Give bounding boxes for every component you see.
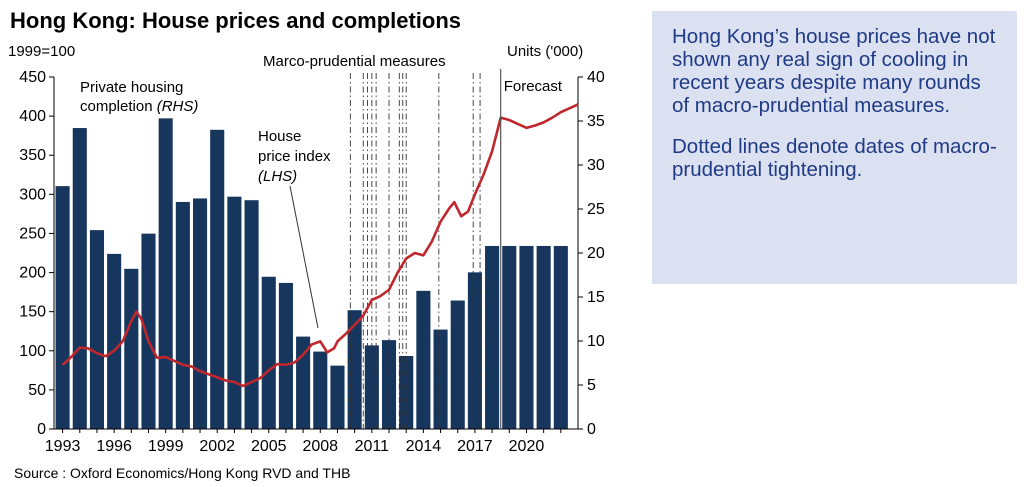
macro-prudential-measures-label: Marco-prudential measures xyxy=(263,53,446,70)
commentary-paragraph-2: Dotted lines denote dates of macro-prude… xyxy=(672,135,997,181)
completion-bar xyxy=(89,230,104,429)
completion-bar xyxy=(467,272,482,429)
right-tick-label: 20 xyxy=(587,245,605,262)
completion-bar xyxy=(416,290,431,429)
right-axis-unit-label: Units ('000) xyxy=(507,43,583,60)
completion-bar xyxy=(158,118,173,430)
left-tick-label: 300 xyxy=(19,186,46,203)
x-tick-label: 2008 xyxy=(302,438,338,455)
completion-bar xyxy=(296,336,311,429)
chart: Hong Kong: House prices and completions … xyxy=(8,8,605,481)
right-tick-label: 15 xyxy=(587,289,605,306)
left-tick-label: 100 xyxy=(19,343,46,360)
completion-bar xyxy=(261,276,276,429)
completion-annotation-line1: Private housing xyxy=(80,79,183,96)
completion-bar xyxy=(313,351,328,429)
price-annotation-line2: price index xyxy=(258,148,331,165)
x-tick-label: 2017 xyxy=(457,438,493,455)
left-tick-label: 350 xyxy=(19,147,46,164)
right-tick-label: 5 xyxy=(587,377,596,394)
source-note: Source : Oxford Economics/Hong Kong RVD … xyxy=(14,465,350,481)
completion-bar xyxy=(55,186,70,429)
completion-bar xyxy=(330,365,345,429)
completion-bar xyxy=(502,245,517,429)
right-tick-label: 10 xyxy=(587,333,605,350)
right-tick-label: 35 xyxy=(587,113,605,130)
completion-bar xyxy=(192,198,208,429)
completion-bar xyxy=(141,233,156,429)
left-tick-label: 400 xyxy=(19,108,46,125)
commentary-paragraph-1: Hong Kong’s house prices have not shown … xyxy=(672,25,996,117)
right-tick-label: 0 xyxy=(587,421,596,438)
completion-bar xyxy=(450,300,465,429)
axes-layer: 0 50 100 150 200 250 300 350 400 450 0 5 10 15 20 25 30 3… xyxy=(19,69,605,455)
left-tick-label: 150 xyxy=(19,304,46,321)
x-tick-label: 2020 xyxy=(509,438,545,455)
completion-bar xyxy=(72,128,87,430)
left-tick-label: 450 xyxy=(19,69,46,86)
left-tick-label: 200 xyxy=(19,265,46,282)
right-tick-label: 40 xyxy=(587,69,605,86)
completion-bar xyxy=(244,200,259,429)
x-tick-label: 1993 xyxy=(45,438,81,455)
x-tick-label: 2014 xyxy=(406,438,442,455)
price-annotation-line3: (LHS) xyxy=(258,168,297,185)
x-tick-label: 1996 xyxy=(96,438,132,455)
completion-bar xyxy=(519,245,534,429)
left-tick-label: 250 xyxy=(19,225,46,242)
measure-lines-layer xyxy=(349,73,481,429)
x-tick-label: 2011 xyxy=(355,438,390,455)
completion-annotation-text: completion xyxy=(80,98,157,115)
completion-annotation-rhs: (RHS) xyxy=(157,98,199,115)
completion-annotation-line2: completion (RHS) xyxy=(80,98,198,115)
price-annotation-pointer xyxy=(289,185,319,329)
x-tick-label: 2005 xyxy=(251,438,287,455)
commentary-box: Hong Kong’s house prices have not shown … xyxy=(652,11,1017,284)
completion-bar xyxy=(536,245,551,429)
completion-bar xyxy=(210,129,225,430)
completion-bar xyxy=(227,196,242,429)
price-annotation-line1: House xyxy=(258,128,301,145)
completion-bar xyxy=(553,245,568,429)
completion-bar xyxy=(433,329,448,429)
forecast-label: Forecast xyxy=(504,78,563,95)
right-tick-label: 25 xyxy=(587,201,605,218)
left-axis-unit-label: 1999=100 xyxy=(8,43,75,60)
completion-bar xyxy=(124,268,139,429)
bars-layer xyxy=(55,118,568,430)
completion-bar xyxy=(485,245,500,429)
completion-bar xyxy=(347,310,362,429)
completion-bar xyxy=(107,253,122,429)
left-tick-label: 0 xyxy=(37,421,46,438)
completion-bar xyxy=(278,282,293,429)
x-tick-label: 1999 xyxy=(148,438,184,455)
chart-title: Hong Kong: House prices and completions xyxy=(10,8,461,33)
house-price-index-line xyxy=(61,103,579,388)
left-tick-label: 50 xyxy=(28,382,46,399)
right-tick-label: 30 xyxy=(587,157,605,174)
completion-bar xyxy=(175,201,190,429)
x-tick-label: 2002 xyxy=(199,438,235,455)
